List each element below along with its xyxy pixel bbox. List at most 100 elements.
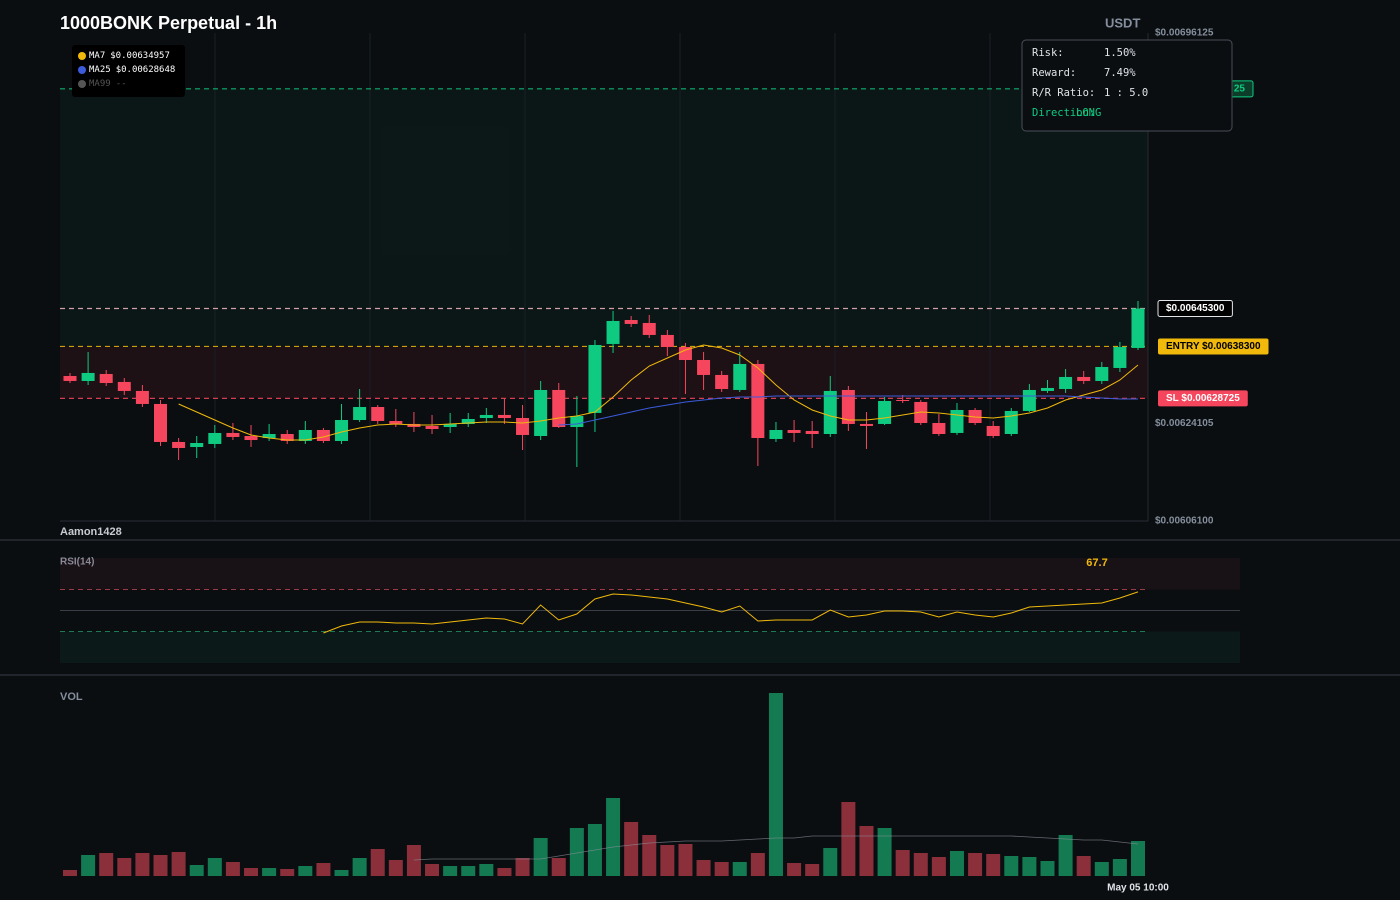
volume-bar: [1076, 856, 1091, 876]
volume-bar: [787, 863, 802, 876]
chart-title: 1000BONK Perpetual - 1h: [60, 13, 277, 33]
candle-body: [425, 425, 439, 430]
volume-bar: [99, 853, 114, 876]
legend-dot: [78, 66, 86, 74]
profit-zone: [60, 88, 1148, 347]
volume-bar: [714, 862, 729, 876]
candle-body: [588, 344, 602, 413]
volume-title: VOL: [60, 691, 83, 703]
candle-body: [117, 381, 131, 391]
candle-body: [1022, 389, 1036, 411]
volume-bar: [298, 866, 313, 876]
candle-body: [624, 319, 638, 324]
volume-bar: [189, 865, 204, 876]
panel-box: [1021, 39, 1233, 132]
volume-bar: [406, 845, 421, 876]
legend-name: MA25: [89, 65, 111, 75]
volume-bar: [370, 849, 385, 876]
rsi-value: 67.7: [1086, 557, 1107, 569]
candle-body: [208, 432, 222, 444]
candle-body: [932, 422, 946, 434]
candle-body: [552, 389, 566, 428]
volume-bar: [352, 858, 367, 876]
panel-value: 1.50%: [1104, 47, 1136, 59]
volume-bar: [859, 826, 874, 876]
candle-body: [1040, 387, 1054, 391]
price-label-text: 25: [1234, 83, 1246, 94]
oversold-zone: [60, 631, 1240, 663]
volume-bar: [624, 822, 639, 876]
candle-body: [697, 360, 711, 375]
candle-body: [878, 400, 892, 424]
volume-bar: [1058, 835, 1073, 876]
legend-box: [72, 45, 185, 97]
volume-bar: [497, 868, 512, 876]
legend-entry: MA99 --: [89, 79, 127, 89]
overbought-zone: [60, 558, 1240, 590]
candle-body: [823, 390, 837, 434]
x-tick-label: May 05 10:00: [1107, 883, 1169, 894]
candle-body: [534, 389, 548, 437]
ma-line: [178, 344, 1139, 441]
volume-ma-line: [413, 835, 1139, 861]
price-label-box: [1158, 338, 1269, 355]
candle-body: [660, 334, 674, 347]
legend-dot: [78, 80, 86, 88]
currency: USDT: [1105, 15, 1140, 30]
volume-bar: [660, 845, 675, 876]
candle-body: [678, 346, 692, 361]
volume-bar: [117, 858, 132, 876]
volume-bar: [931, 857, 946, 876]
candle-body: [1113, 346, 1127, 368]
panel-label: Risk:: [1032, 47, 1064, 59]
legend-entry: MA25 $0.00628648: [89, 65, 175, 75]
volume-bar: [1040, 861, 1055, 876]
legend-name: MA7: [89, 51, 105, 61]
price-label-box: [1157, 300, 1233, 318]
candle-body: [841, 389, 855, 424]
volume-bar: [949, 851, 964, 876]
volume-bar: [1094, 862, 1109, 876]
candle-body: [190, 442, 204, 448]
candle-body: [99, 373, 113, 383]
price-label-text: ENTRY $0.00638300: [1166, 341, 1261, 352]
candle-body: [968, 409, 982, 423]
volume-bar: [280, 869, 295, 876]
volume-bar: [461, 866, 476, 876]
volume-bar: [678, 844, 693, 876]
y-tick-label: $0.00624105: [1155, 418, 1214, 429]
candle-body: [389, 420, 403, 424]
volume-bar: [551, 858, 566, 876]
volume-bar: [262, 868, 277, 876]
candle-body: [733, 363, 747, 390]
candle-body: [516, 418, 530, 435]
volume-bar: [81, 855, 96, 876]
candle-body: [805, 430, 819, 434]
volume-bar: [986, 854, 1001, 876]
price-label: SL $0.00628725: [1158, 390, 1248, 407]
volume-bar: [135, 853, 150, 876]
candle-body: [1077, 376, 1091, 381]
volume-bar: [696, 860, 711, 876]
volume-bar: [732, 862, 747, 876]
price-label-text: $0.00645300: [1166, 303, 1225, 314]
ma-line: [558, 395, 1138, 426]
volume-bar: [171, 852, 186, 876]
candle-body: [316, 429, 330, 441]
candle-body: [135, 390, 149, 404]
volume-bar: [244, 868, 259, 876]
panel-label: Reward:: [1032, 67, 1076, 79]
candle-body: [262, 433, 276, 439]
volume-bar: [316, 863, 331, 876]
price-label-box: [1158, 390, 1248, 407]
candle-body: [335, 420, 349, 441]
volume-bar: [877, 828, 892, 876]
candle-body: [226, 432, 240, 437]
panel-value: 1 : 5.0: [1104, 87, 1148, 99]
volume-bar: [750, 853, 765, 876]
volume-bar: [388, 860, 403, 876]
candle-body: [1004, 410, 1018, 434]
candle-body: [172, 441, 186, 448]
